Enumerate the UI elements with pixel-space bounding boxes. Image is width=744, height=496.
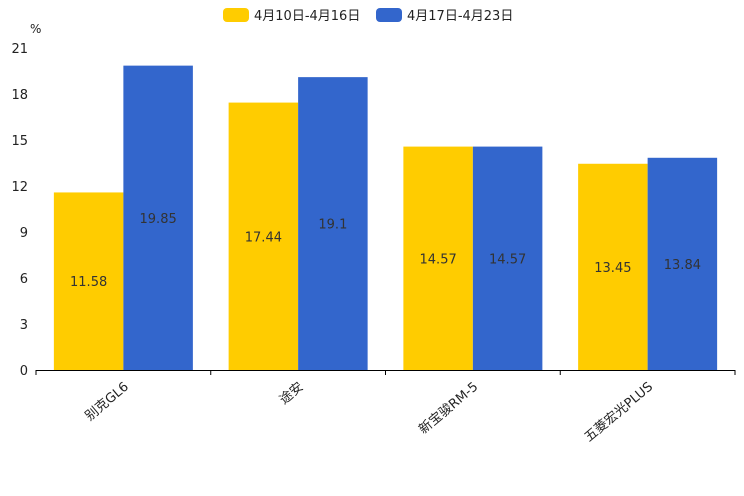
data-label-1-1: 11.58 [70,275,107,290]
data-label-1-2: 17.44 [245,230,282,245]
bar-1-4[interactable] [578,163,648,370]
x-tick-label: 别克GL6 [83,380,132,425]
data-labels: 11.58 19.85 17.44 19.1 14.57 14.57 13.45 13.84 [70,212,701,290]
bar-2-4[interactable] [647,157,718,370]
legend-swatch-series-2[interactable] [376,8,402,22]
legend-swatch-series-1[interactable] [223,8,249,22]
y-axis: 0 3 6 9 12 15 18 21 [11,42,28,379]
y-tick-label: 12 [11,180,28,195]
data-label-2-2: 19.1 [318,218,347,233]
bar-1-1[interactable] [53,192,124,370]
y-tick-label: 21 [11,42,28,57]
bar-1-3[interactable] [403,146,473,370]
data-label-2-4: 13.84 [664,258,701,273]
data-label-2-1: 19.85 [140,212,177,227]
y-tick-label: 15 [11,134,28,149]
y-tick-label: 3 [20,318,28,333]
y-tick-label: 18 [11,88,28,103]
bars [53,65,718,370]
bar-2-1[interactable] [123,65,193,370]
data-label-1-4: 13.45 [594,261,631,276]
data-label-2-3: 14.57 [489,252,526,267]
legend: 4月10日-4月16日 4月17日-4月23日 [223,8,513,24]
y-axis-unit-label: % [30,22,41,36]
x-tick-label: 途安 [276,379,306,408]
x-tick-label: 五菱宏光PLUS [582,380,656,446]
bar-1-2[interactable] [228,102,299,370]
y-tick-label: 6 [20,272,28,287]
bar-2-3[interactable] [472,146,543,370]
legend-label-series-2[interactable]: 4月17日-4月23日 [407,9,513,24]
bar-2-2[interactable] [298,77,368,370]
data-label-1-3: 14.57 [420,252,457,267]
x-axis: 别克GL6 途安 新宝骏RM-5 五菱宏光PLUS [35,370,736,446]
y-tick-label: 0 [20,364,28,379]
legend-label-series-1[interactable]: 4月10日-4月16日 [254,9,360,24]
y-tick-label: 9 [20,226,28,241]
x-tick-label: 新宝骏RM-5 [416,379,482,438]
